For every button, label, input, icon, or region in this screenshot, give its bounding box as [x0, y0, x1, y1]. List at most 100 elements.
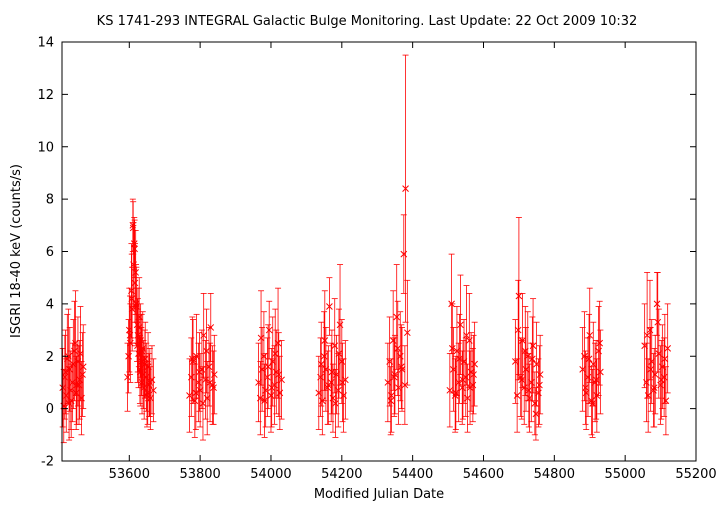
x-marker: [647, 365, 655, 373]
x-marker: [65, 400, 73, 407]
x-marker: [134, 342, 141, 350]
data-point: [339, 342, 346, 423]
data-point: [324, 350, 331, 425]
data-point: [206, 342, 214, 423]
data-point: [317, 321, 325, 407]
x-marker: [463, 331, 470, 339]
x-marker: [644, 392, 652, 399]
x-marker: [257, 334, 265, 342]
x-marker: [529, 355, 536, 363]
data-point: [138, 313, 146, 389]
x-marker: [200, 331, 208, 339]
data-point: [315, 355, 323, 430]
data-point: [644, 358, 652, 433]
x-marker: [271, 350, 279, 357]
y-tick-label: 8: [46, 193, 54, 208]
chart-title: KS 1741-293 INTEGRAL Galactic Bulge Moni…: [97, 14, 638, 29]
data-point: [69, 319, 77, 410]
x-marker: [128, 295, 136, 302]
data-point: [471, 321, 478, 407]
data-point: [585, 313, 593, 404]
data-point: [514, 279, 522, 381]
x-marker: [532, 410, 540, 418]
x-marker: [131, 245, 138, 253]
data-point: [210, 334, 218, 415]
y-tick-label: 10: [37, 140, 54, 155]
data-point: [589, 321, 597, 407]
data-point: [662, 366, 670, 436]
data-point: [532, 387, 540, 441]
data-point: [199, 366, 207, 441]
x-marker: [206, 379, 214, 386]
x-tick-label: 54000: [250, 467, 291, 482]
x-tick-label: 54400: [392, 467, 433, 482]
x-marker: [466, 384, 474, 392]
data-point: [390, 337, 398, 417]
data-point: [146, 347, 154, 417]
y-axis-label: ISGRI 18-40 keV (counts/s): [9, 164, 24, 338]
x-marker: [62, 368, 69, 376]
data-point: [387, 366, 395, 436]
data-point: [129, 201, 137, 255]
data-point: [470, 334, 477, 415]
data-point: [522, 327, 530, 412]
data-point: [271, 308, 279, 399]
x-marker: [585, 355, 593, 363]
data-point: [394, 300, 402, 396]
data-point: [326, 277, 333, 336]
x-marker: [653, 300, 661, 308]
data-point: [139, 311, 147, 386]
x-marker: [401, 381, 409, 389]
x-tick-label: 55200: [675, 467, 716, 482]
x-marker: [131, 279, 139, 287]
data-point: [332, 368, 339, 438]
x-marker: [196, 368, 203, 376]
x-marker: [536, 371, 544, 378]
y-tick-label: 6: [46, 245, 54, 260]
x-axis: 53600 53800 54000 54200 54400 54600 54800 55000…: [109, 42, 717, 482]
x-marker: [471, 360, 478, 368]
data-point: [589, 368, 596, 438]
data-point: [278, 340, 285, 420]
x-marker: [334, 386, 342, 394]
data-point: [147, 366, 154, 430]
x-marker: [457, 321, 464, 329]
data-point: [321, 290, 329, 391]
x-marker: [264, 363, 272, 371]
data-point: [393, 264, 401, 370]
y-tick-label: 2: [46, 350, 54, 365]
data-point: [324, 345, 332, 425]
x-marker: [597, 368, 604, 376]
data-point: [536, 345, 543, 425]
x-marker: [662, 397, 670, 405]
x-marker: [264, 373, 271, 381]
x-marker: [393, 313, 401, 321]
data-point: [397, 324, 405, 410]
x-marker: [321, 337, 329, 344]
y-tick-label: 12: [37, 88, 54, 103]
data-point: [264, 324, 272, 410]
data-point: [257, 290, 265, 386]
x-marker: [265, 326, 273, 334]
x-marker: [146, 379, 154, 386]
x-marker: [664, 345, 672, 352]
data-point: [334, 353, 342, 428]
data-point: [261, 363, 268, 438]
y-tick-label: 14: [37, 36, 54, 51]
x-marker: [210, 371, 218, 378]
x-marker: [654, 318, 662, 326]
x-marker: [459, 376, 467, 384]
data-point: [401, 345, 409, 425]
data-point: [448, 303, 456, 394]
x-marker: [317, 360, 325, 368]
x-marker: [332, 400, 339, 407]
x-marker: [592, 376, 600, 384]
x-marker: [274, 339, 282, 347]
data-point: [452, 355, 460, 430]
x-tick-label: 54200: [321, 467, 362, 482]
data-point: [657, 340, 665, 420]
data-point: [459, 340, 467, 420]
data-point: [65, 366, 73, 441]
x-marker: [329, 394, 337, 402]
